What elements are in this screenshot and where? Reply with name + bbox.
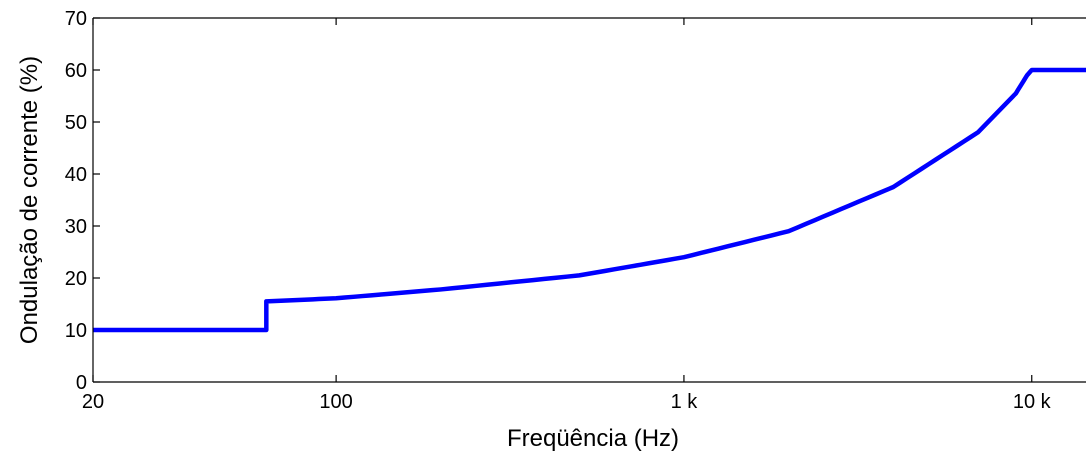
x-axis-ticks: 20 100 1 k 10 k <box>82 18 1052 413</box>
x-tick-label: 100 <box>319 391 352 413</box>
y-tick-label: 70 <box>65 8 87 30</box>
y-tick-label: 60 <box>65 60 87 82</box>
y-tick-label: 0 <box>76 372 87 394</box>
y-tick-label: 50 <box>65 112 87 134</box>
y-axis-label: Ondulação de corrente (%) <box>16 56 43 344</box>
x-tick-label: 1 k <box>671 391 699 413</box>
y-axis-ticks: 0 10 20 30 40 50 60 70 <box>65 8 100 394</box>
x-axis-label: Freqüência (Hz) <box>507 425 679 452</box>
y-tick-label: 20 <box>65 268 87 290</box>
y-tick-label: 30 <box>65 216 87 238</box>
plot-area <box>93 18 1086 382</box>
x-tick-label: 10 k <box>1013 391 1052 413</box>
y-tick-label: 10 <box>65 320 87 342</box>
series-layer <box>93 67 1086 333</box>
y-tick-label: 40 <box>65 164 87 186</box>
series-line <box>93 67 1086 333</box>
x-tick-label: 20 <box>82 391 104 413</box>
